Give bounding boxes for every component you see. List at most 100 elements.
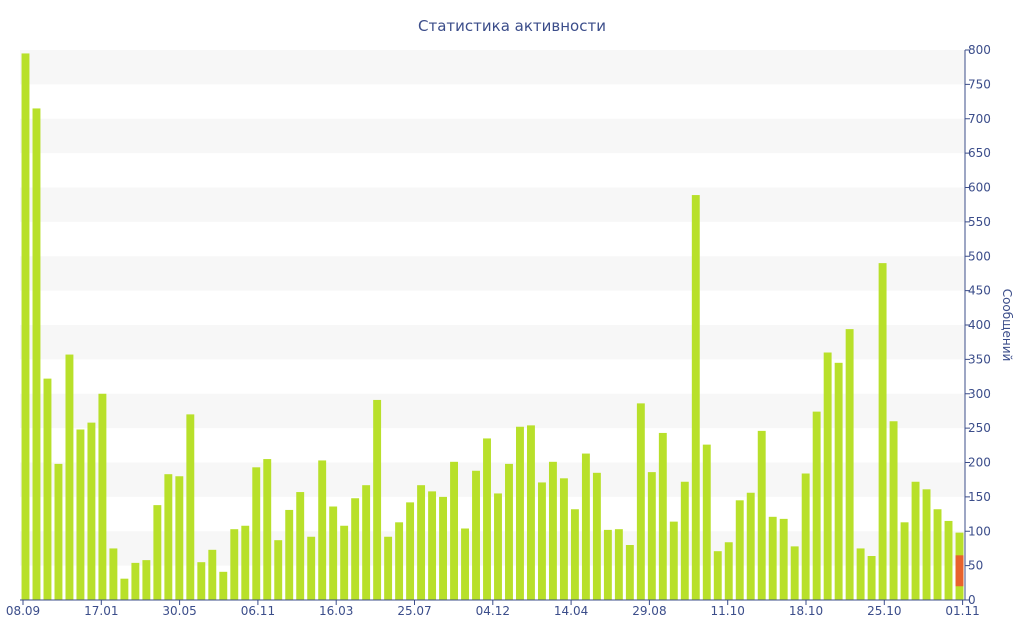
bar [548, 461, 557, 600]
x-tick-label: 11.10 [711, 604, 745, 618]
y-tick-label: 750 [968, 77, 991, 91]
y-tick-label: 550 [968, 215, 991, 229]
bar [845, 329, 854, 600]
bar [318, 460, 327, 600]
plot-bands [20, 50, 965, 566]
bar [505, 463, 513, 600]
y-tick-label: 800 [968, 43, 991, 57]
bar [658, 432, 667, 600]
bar [351, 498, 360, 600]
bar [186, 414, 195, 600]
bar [450, 461, 458, 600]
bar [669, 521, 678, 600]
bars [21, 53, 964, 600]
x-tick-label: 29.08 [632, 604, 666, 618]
bar [21, 53, 30, 600]
bar [592, 472, 601, 600]
grid-band [20, 118, 965, 154]
bar [461, 528, 469, 600]
y-tick-label: 350 [968, 352, 991, 366]
bar [724, 542, 733, 600]
bar [439, 496, 448, 600]
y-tick-label: 450 [968, 284, 991, 298]
bar [483, 438, 491, 600]
bar [87, 422, 96, 600]
bar [54, 463, 63, 600]
bar [65, 354, 74, 600]
y-tick-label: 100 [968, 524, 991, 538]
bar [801, 473, 810, 600]
bar [867, 556, 876, 600]
bar [219, 571, 228, 600]
y-tick-label: 500 [968, 249, 991, 263]
y-tick-label: 700 [968, 112, 991, 126]
bar [746, 492, 755, 600]
bar [43, 378, 52, 600]
bar [76, 429, 85, 600]
bar [570, 509, 579, 600]
bar [823, 352, 832, 600]
bar [32, 108, 41, 600]
y-tick-label: 0 [968, 593, 976, 607]
bar [296, 492, 305, 600]
bar [735, 500, 744, 600]
bar [812, 411, 821, 600]
bar [120, 578, 129, 600]
bar [252, 467, 261, 600]
grid-band [20, 187, 965, 222]
bar [197, 562, 206, 600]
chart-title: Статистика активности [418, 17, 606, 35]
bar [109, 548, 118, 600]
bar [603, 529, 612, 600]
bar [340, 525, 349, 600]
grid-band [20, 325, 965, 360]
bar [625, 545, 634, 600]
bar [263, 459, 272, 600]
bar [878, 263, 887, 600]
bar [208, 549, 217, 600]
y-tick-label: 300 [968, 387, 991, 401]
bar [142, 560, 151, 600]
y-tick-label: 50 [968, 559, 983, 573]
bar [164, 474, 173, 600]
y-tick-label: 150 [968, 490, 991, 504]
bar [834, 362, 843, 600]
bar [856, 548, 865, 600]
bar [472, 470, 480, 600]
grid-band [20, 531, 965, 566]
x-tick-label: 18.10 [789, 604, 823, 618]
y-tick-label: 600 [968, 181, 991, 195]
bar [395, 522, 404, 600]
bar [406, 502, 415, 600]
bar [933, 509, 942, 600]
bar [241, 525, 250, 600]
grid-band [20, 256, 965, 291]
bar [779, 518, 788, 600]
bar [274, 540, 283, 600]
x-tick-label: 01.11 [945, 604, 979, 618]
x-tick-label: 08.09 [6, 604, 40, 618]
bar [614, 529, 623, 600]
y-tick-label: 200 [968, 456, 991, 470]
grid-band [20, 462, 965, 497]
bar [680, 481, 689, 600]
y-tick-label: 250 [968, 421, 991, 435]
grid-band [20, 393, 965, 429]
x-axis: 08.09 17.01 30.05 06.11 16.03 25.07 04.12 14.04… [6, 599, 980, 618]
highlight-bar [955, 555, 964, 587]
y-axis-label: Сообщений [1000, 289, 1014, 362]
x-tick-label: 30.05 [162, 604, 196, 618]
bar [790, 546, 799, 600]
x-tick-label: 14.04 [554, 604, 588, 618]
grid-band [20, 50, 965, 85]
bar [307, 536, 316, 600]
bar [98, 393, 107, 600]
bar [691, 195, 700, 600]
bar [581, 453, 590, 600]
bar [537, 482, 546, 600]
x-tick-label: 25.07 [397, 604, 431, 618]
bar [636, 403, 645, 600]
bar [362, 485, 371, 600]
bar [373, 399, 382, 600]
